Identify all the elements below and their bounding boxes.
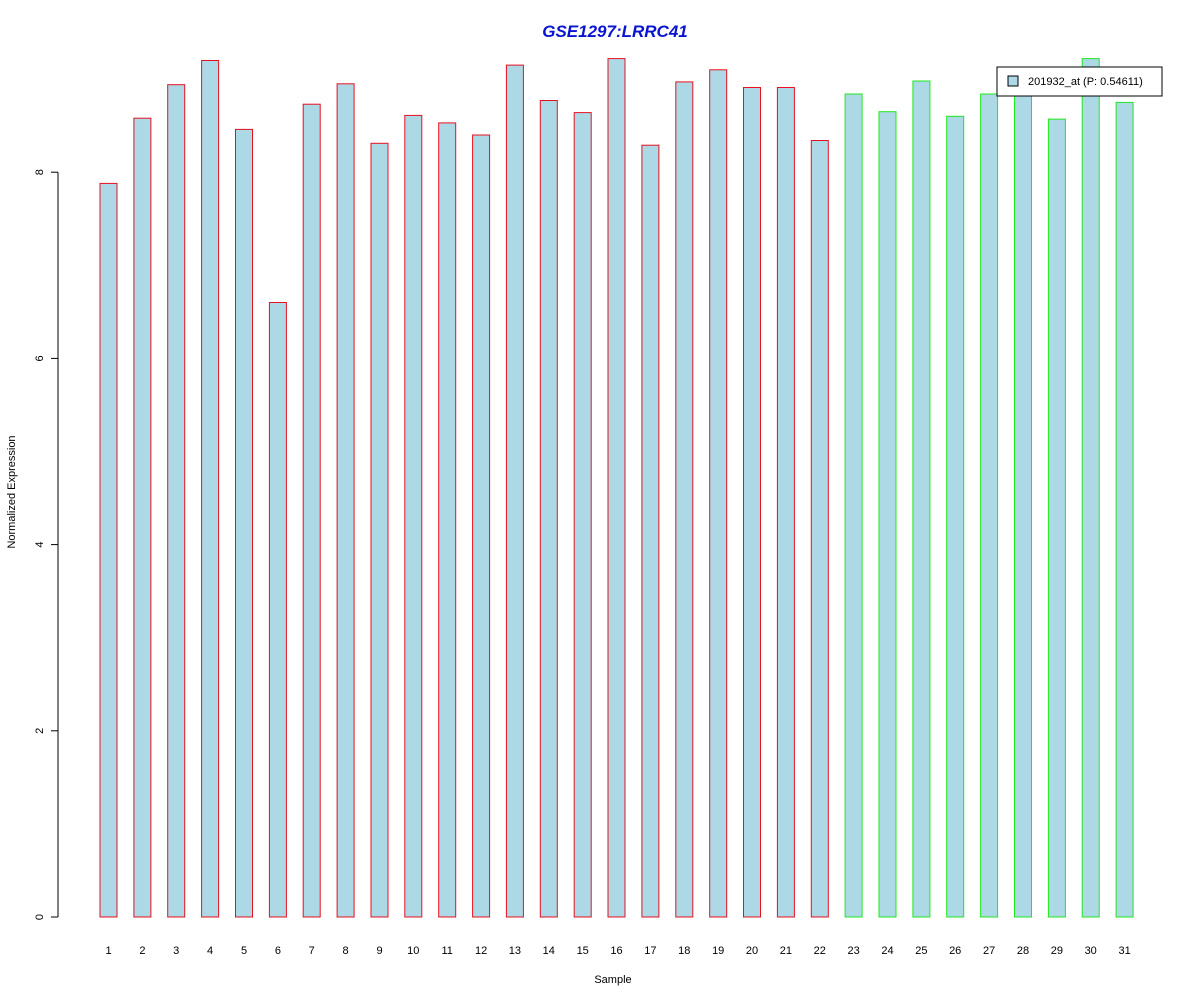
- legend-box: [996, 66, 1163, 97]
- bar-sample-2: [133, 117, 152, 918]
- x-axis-label: Sample: [594, 974, 631, 986]
- legend: 201932_at (P: 0.54611): [996, 66, 1163, 97]
- y-tick-label: 4: [34, 542, 46, 548]
- x-tick-label: 26: [949, 945, 961, 957]
- x-tick-labels: 1 2 3 4 5 6 7 8 9 10 11 12 13 14 15 16 17 18 19 20 21 22 23 24 2…: [105, 945, 1130, 957]
- bar-sample-20: [743, 87, 761, 918]
- bar-sample-9: [370, 142, 389, 918]
- bar-sample-18: [675, 81, 694, 918]
- y-axis-label: Normalized Expression: [6, 435, 18, 548]
- bar-sample-24: [878, 111, 897, 918]
- x-tick-label: 20: [746, 945, 758, 957]
- bar-sample-6: [268, 302, 287, 918]
- x-tick-label: 19: [712, 945, 724, 957]
- bar-sample-13: [505, 64, 524, 918]
- bar-sample-27: [980, 93, 999, 918]
- x-tick-label: 27: [983, 945, 995, 957]
- y-tick-label: 0: [34, 914, 46, 920]
- bar-sample-23: [844, 93, 863, 918]
- bar-sample-5: [235, 128, 253, 918]
- y-tick-label: 2: [34, 728, 46, 734]
- bar-sample-7: [302, 103, 321, 918]
- bar-sample-22: [810, 140, 829, 918]
- legend-swatch: [1007, 75, 1019, 87]
- x-tick-label: 24: [881, 945, 893, 957]
- x-tick-label: 7: [309, 945, 315, 957]
- x-tick-label: 12: [475, 945, 487, 957]
- y-tick-label: 8: [34, 169, 46, 175]
- x-tick-label: 17: [644, 945, 656, 957]
- x-tick-label: 8: [343, 945, 349, 957]
- bar-sample-19: [709, 69, 728, 918]
- x-tick-label: 18: [678, 945, 690, 957]
- bar-sample-4: [201, 60, 220, 918]
- y-tick-label: 6: [34, 355, 46, 361]
- x-tick-label: 29: [1051, 945, 1063, 957]
- x-tick-label: 25: [915, 945, 927, 957]
- bar-sample-21: [776, 87, 795, 918]
- bar-sample-30: [1081, 58, 1100, 918]
- bar-sample-15: [573, 112, 592, 918]
- x-tick-label: 11: [441, 945, 452, 957]
- x-tick-label: 22: [814, 945, 826, 957]
- bar-sample-29: [1047, 118, 1066, 918]
- x-tick-label: 2: [139, 945, 145, 957]
- y-axis: 0 2 4 6 8: [34, 169, 59, 920]
- x-tick-label: 23: [847, 945, 859, 957]
- bar-sample-31: [1115, 101, 1134, 918]
- x-tick-label: 16: [610, 945, 622, 957]
- x-tick-label: 4: [207, 945, 213, 957]
- chart-title: GSE1297:LRRC41: [542, 22, 688, 41]
- x-tick-label: 6: [275, 945, 281, 957]
- x-tick-label: 21: [780, 945, 792, 957]
- bar-sample-14: [539, 100, 558, 918]
- bar-sample-11: [438, 122, 457, 918]
- x-tick-label: 14: [543, 945, 555, 957]
- x-tick-label: 13: [509, 945, 521, 957]
- x-tick-label: 1: [105, 945, 111, 957]
- bar-sample-10: [404, 114, 423, 918]
- bar-sample-26: [946, 115, 965, 918]
- bar-sample-16: [607, 58, 626, 918]
- x-tick-label: 3: [173, 945, 179, 957]
- x-tick-label: 5: [241, 945, 247, 957]
- bar-sample-3: [167, 84, 186, 918]
- x-tick-label: 31: [1118, 945, 1130, 957]
- x-tick-label: 10: [407, 945, 419, 957]
- bar-sample-25: [912, 80, 931, 918]
- x-tick-label: 9: [376, 945, 382, 957]
- bar-sample-28: [1014, 91, 1032, 918]
- bars-group: [99, 58, 1134, 918]
- bar-sample-1: [99, 182, 118, 918]
- bar-sample-12: [472, 134, 491, 918]
- x-tick-label: 15: [577, 945, 589, 957]
- bar-sample-17: [641, 144, 660, 918]
- legend-label: 201932_at (P: 0.54611): [1028, 76, 1143, 88]
- bar-sample-8: [336, 83, 355, 918]
- x-tick-label: 28: [1017, 945, 1029, 957]
- x-tick-label: 30: [1085, 945, 1097, 957]
